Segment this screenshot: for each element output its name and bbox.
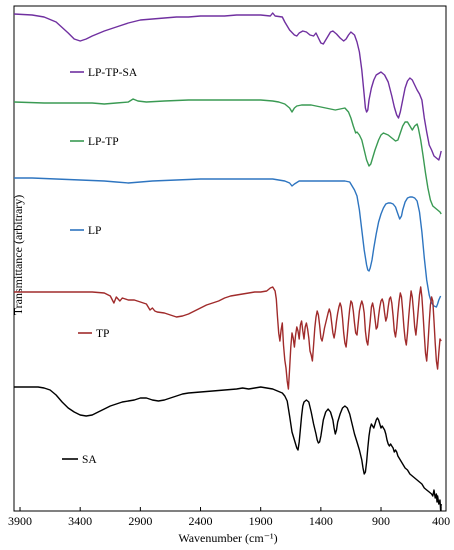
legend-label-lp-tp: LP-TP: [88, 136, 119, 148]
x-axis-title: Wavenumber (cm⁻¹): [178, 531, 277, 545]
x-axis-ticks: 3900 3400 2900 2400 1900 1400 900 400: [8, 507, 450, 528]
x-tick-label: 1900: [249, 514, 273, 528]
x-tick-label: 2400: [189, 514, 213, 528]
y-axis-title: Transmittance (arbitrary): [11, 195, 25, 316]
x-tick-label: 1400: [309, 514, 333, 528]
x-tick-label: 3400: [68, 514, 92, 528]
x-tick-label: 2900: [128, 514, 152, 528]
x-tick-label: 900: [372, 514, 390, 528]
legend-label-tp: TP: [96, 328, 109, 340]
series-line-lp: [14, 177, 442, 308]
legend-label-sa: SA: [82, 454, 97, 466]
series-labels: LP-TP-SA LP-TP LP TP SA: [62, 67, 138, 466]
series-line-lp-tp-sa: [13, 12, 442, 161]
series-line-sa: [14, 386, 442, 511]
legend-label-lp-tp-sa: LP-TP-SA: [88, 67, 138, 79]
legend-label-lp: LP: [88, 225, 101, 237]
series-line-tp: [14, 286, 442, 390]
series-line-lp-tp: [13, 98, 442, 215]
x-tick-label: 400: [432, 514, 450, 528]
x-tick-label: 3900: [8, 514, 32, 528]
series-lines: [13, 12, 442, 511]
plot-frame: [13, 5, 447, 512]
